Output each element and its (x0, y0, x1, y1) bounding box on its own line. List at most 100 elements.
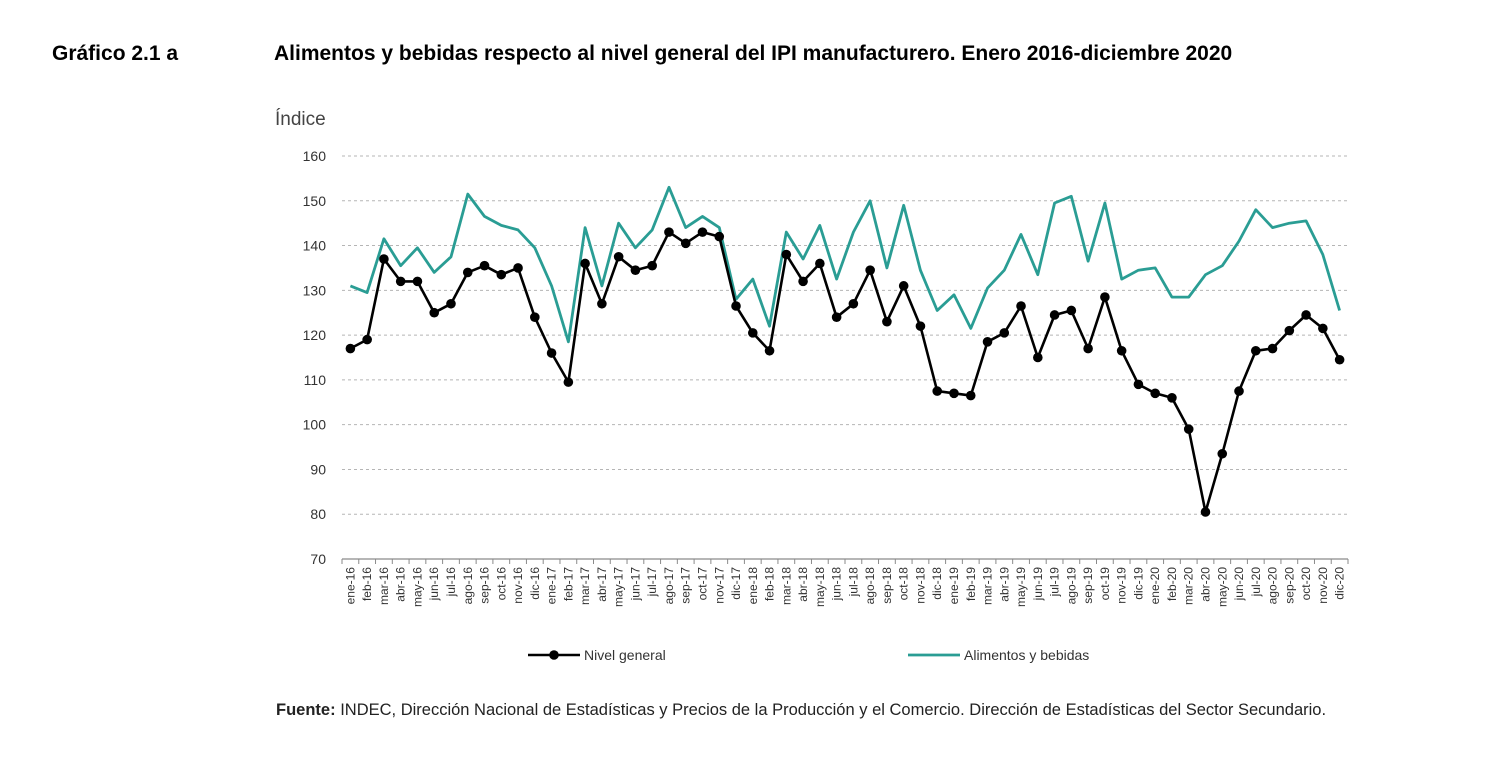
x-tick-label: jun-18 (830, 567, 844, 602)
x-tick-label: ago-17 (662, 567, 676, 605)
data-point-nivel-general (1318, 323, 1328, 334)
data-point-nivel-general (798, 276, 808, 287)
x-tick-label: feb-19 (964, 567, 978, 601)
data-point-nivel-general (1150, 388, 1160, 399)
data-point-nivel-general (731, 301, 741, 311)
data-point-nivel-general (530, 312, 540, 323)
series-line-alimentos-y-bebidas (349, 185, 1341, 344)
x-tick-label: mar-19 (981, 567, 995, 605)
x-tick-label: feb-18 (763, 567, 777, 601)
source-text: INDEC, Dirección Nacional de Estadística… (340, 701, 1327, 719)
data-point-nivel-general (1033, 352, 1043, 363)
x-tick-label: jul-17 (645, 567, 659, 598)
x-tick-label: may-17 (612, 567, 626, 607)
data-point-nivel-general (395, 276, 406, 287)
x-tick-label: may-18 (813, 567, 827, 607)
data-point-nivel-general (831, 312, 842, 323)
legend: Nivel general Alimentos y bebidas (528, 647, 1089, 663)
x-tick-label: feb-20 (1165, 567, 1179, 601)
legend-label-alimentos-y-bebidas: Alimentos y bebidas (964, 647, 1089, 663)
x-tick-label: feb-17 (561, 567, 575, 601)
data-point-nivel-general (446, 298, 456, 309)
data-point-nivel-general (496, 269, 507, 280)
data-point-nivel-general (714, 231, 725, 242)
x-tick-label: oct-18 (897, 567, 911, 601)
x-tick-label: dic-20 (1333, 567, 1347, 600)
y-tick-label: 140 (303, 238, 327, 254)
x-tick-label: oct-17 (695, 567, 709, 601)
x-tick-label: ene-16 (343, 567, 357, 605)
y-tick-label: 80 (310, 506, 326, 522)
data-point-nivel-general (697, 227, 708, 237)
x-tick-label: dic-16 (528, 567, 542, 600)
data-point-nivel-general (1083, 343, 1093, 354)
x-tick-label: jul-18 (846, 567, 860, 598)
y-tick-label: 130 (303, 282, 327, 298)
data-point-nivel-general (1066, 305, 1077, 316)
source-note: Fuente: INDEC, Dirección Nacional de Est… (276, 700, 1396, 721)
data-point-nivel-general (1234, 386, 1244, 396)
x-tick-label: may-16 (410, 567, 424, 607)
x-tick-label: abr-17 (595, 567, 609, 602)
data-point-nivel-general (1183, 424, 1194, 434)
x-tick-label: abr-16 (394, 567, 408, 602)
x-tick-label: oct-19 (1098, 567, 1112, 601)
data-point-nivel-general (1334, 354, 1345, 365)
data-point-nivel-general (1167, 393, 1177, 403)
x-tick-label: ene-19 (947, 567, 961, 605)
data-point-nivel-general (647, 260, 657, 271)
x-tick-label: mar-20 (1182, 567, 1196, 605)
data-point-nivel-general (1267, 343, 1278, 354)
data-point-nivel-general (764, 345, 775, 356)
data-point-nivel-general (982, 337, 993, 347)
data-point-nivel-general (630, 265, 641, 275)
figure-title: Alimentos y bebidas respecto al nivel ge… (274, 42, 1233, 65)
x-tick-label: jul-16 (444, 567, 458, 598)
x-tick-label: sep-17 (679, 567, 693, 604)
x-axis-ticks: ene-16 feb-16 mar-16 abr-16 may-16 jun-16 jul-… (343, 567, 1346, 607)
data-point-nivel-general (1217, 448, 1228, 459)
data-point-nivel-general (1116, 345, 1127, 356)
data-point-nivel-general (865, 265, 875, 275)
data-point-nivel-general (563, 377, 574, 387)
data-point-nivel-general (882, 316, 892, 327)
series-lines (345, 185, 1345, 517)
gridlines (342, 155, 1348, 515)
x-tick-label: ene-18 (746, 567, 760, 605)
data-point-nivel-general (479, 260, 490, 271)
data-point-nivel-general (1250, 345, 1261, 356)
y-tick-label: 110 (304, 372, 327, 388)
data-point-nivel-general (932, 386, 943, 396)
data-point-nivel-general (1100, 292, 1110, 302)
data-point-nivel-general (965, 390, 976, 401)
data-point-nivel-general (580, 258, 590, 269)
y-tick-label: 70 (310, 551, 326, 567)
data-point-nivel-general (597, 298, 607, 309)
data-point-nivel-general (362, 334, 372, 345)
data-point-nivel-general (915, 321, 926, 331)
data-point-nivel-general (1049, 310, 1060, 320)
data-point-nivel-general (429, 307, 440, 318)
x-tick-label: dic-19 (1131, 567, 1145, 600)
data-point-nivel-general (613, 251, 624, 262)
data-point-nivel-general (1284, 325, 1295, 336)
data-point-nivel-general (781, 249, 792, 260)
x-tick-label: nov-16 (511, 567, 525, 604)
x-tick-label: abr-18 (796, 567, 810, 602)
data-point-nivel-general (345, 343, 356, 354)
x-tick-label: dic-18 (930, 567, 944, 600)
y-tick-label: 100 (303, 417, 327, 433)
x-tick-label: ene-17 (545, 567, 559, 605)
data-point-nivel-general (848, 298, 859, 309)
x-tick-label: jun-17 (628, 567, 642, 602)
source-label: Fuente: (276, 701, 336, 719)
x-tick-label: jul-19 (1048, 567, 1062, 598)
figure-label: Gráfico 2.1 a (52, 42, 179, 65)
x-tick-label: oct-16 (494, 567, 508, 601)
x-tick-label: abr-19 (997, 567, 1011, 602)
x-tick-label: jul-20 (1249, 567, 1263, 598)
data-point-nivel-general (898, 281, 909, 291)
x-tick-label: ago-18 (863, 567, 877, 605)
data-point-nivel-general (412, 276, 423, 287)
